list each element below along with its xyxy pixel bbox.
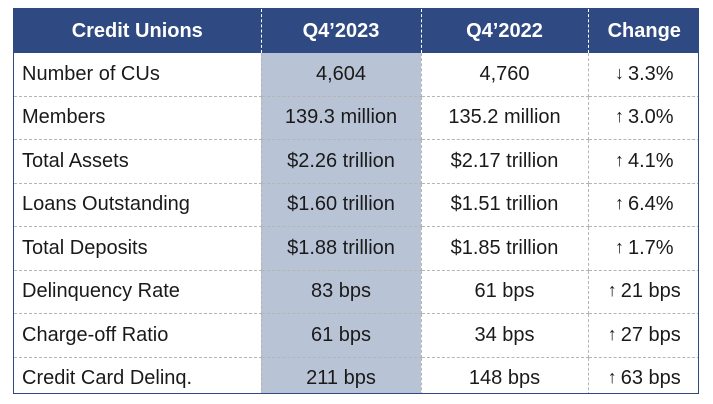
change-value: 27 bps <box>620 323 681 346</box>
cell-q4-2022: 34 bps <box>421 313 589 358</box>
table-row: Loans Outstanding $1.60 trillion $1.51 tri… <box>14 183 698 227</box>
up-arrow-icon: ↑ <box>607 367 617 388</box>
table-row: Members 139.3 million 135.2 million ↑ 3.0% <box>14 96 698 140</box>
credit-union-stats-table: Credit Unions Q4’2023 Q4’2022 Change Num… <box>14 9 698 393</box>
cell-q4-2022: 61 bps <box>421 270 589 314</box>
table-row: Total Assets $2.26 trillion $2.17 trillion… <box>14 139 698 184</box>
change-value: 3.3% <box>627 62 674 85</box>
cell-change: ↑ 27 bps <box>588 313 698 358</box>
cell-q4-2023: 4,604 <box>261 53 422 97</box>
cell-q4-2023: 83 bps <box>261 270 422 314</box>
table-row: Total Deposits $1.88 trillion $1.85 trilli… <box>14 226 698 271</box>
row-label: Credit Card Delinq. <box>14 357 262 393</box>
row-label: Total Assets <box>14 139 262 184</box>
cell-q4-2023: 139.3 million <box>261 96 422 140</box>
up-arrow-icon: ↑ <box>614 149 624 170</box>
cell-change: ↑ 4.1% <box>588 139 698 184</box>
credit-union-stats-table-frame: Credit Unions Q4’2023 Q4’2022 Change Num… <box>13 8 699 394</box>
change-value: 63 bps <box>620 367 681 390</box>
cell-change: ↑ 6.4% <box>588 183 698 227</box>
up-arrow-icon: ↑ <box>614 193 624 214</box>
row-label: Number of CUs <box>14 53 262 97</box>
table-row: Charge-off Ratio 61 bps 34 bps ↑ 27 bps <box>14 313 698 358</box>
up-arrow-icon: ↑ <box>614 236 624 257</box>
table-row: Credit Card Delinq. 211 bps 148 bps ↑ 63 bps <box>14 357 698 393</box>
down-arrow-icon: ↓ <box>614 62 624 83</box>
change-value: 21 bps <box>620 280 681 303</box>
cell-change: ↑ 63 bps <box>588 357 698 393</box>
cell-change: ↑ 3.0% <box>588 96 698 140</box>
change-value: 6.4% <box>627 193 674 216</box>
row-label: Total Deposits <box>14 226 262 271</box>
cell-q4-2022: 4,760 <box>421 53 589 97</box>
cell-q4-2022: 148 bps <box>421 357 589 393</box>
cell-q4-2022: $1.85 trillion <box>421 226 589 271</box>
cell-q4-2023: 211 bps <box>261 357 422 393</box>
row-label: Delinquency Rate <box>14 270 262 314</box>
cell-change: ↑ 1.7% <box>588 226 698 271</box>
header-credit-unions: Credit Unions <box>14 9 262 53</box>
up-arrow-icon: ↑ <box>607 280 617 301</box>
cell-q4-2023: $1.88 trillion <box>261 226 422 271</box>
cell-q4-2022: $1.51 trillion <box>421 183 589 227</box>
header-q4-2023: Q4’2023 <box>261 9 422 53</box>
row-label: Charge-off Ratio <box>14 313 262 358</box>
cell-q4-2023: 61 bps <box>261 313 422 358</box>
change-value: 3.0% <box>627 106 674 129</box>
table-row: Delinquency Rate 83 bps 61 bps ↑ 21 bps <box>14 270 698 314</box>
header-change: Change <box>588 9 698 53</box>
header-q4-2022: Q4’2022 <box>421 9 589 53</box>
table-row: Number of CUs 4,604 4,760 ↓ 3.3% <box>14 53 698 97</box>
cell-q4-2022: 135.2 million <box>421 96 589 140</box>
header-row: Credit Unions Q4’2023 Q4’2022 Change <box>14 9 698 53</box>
cell-q4-2022: $2.17 trillion <box>421 139 589 184</box>
up-arrow-icon: ↑ <box>607 323 617 344</box>
row-label: Loans Outstanding <box>14 183 262 227</box>
cell-change: ↑ 21 bps <box>588 270 698 314</box>
change-value: 4.1% <box>627 149 674 172</box>
cell-q4-2023: $1.60 trillion <box>261 183 422 227</box>
change-value: 1.7% <box>627 236 674 259</box>
cell-q4-2023: $2.26 trillion <box>261 139 422 184</box>
cell-change: ↓ 3.3% <box>588 53 698 97</box>
row-label: Members <box>14 96 262 140</box>
up-arrow-icon: ↑ <box>614 106 624 127</box>
